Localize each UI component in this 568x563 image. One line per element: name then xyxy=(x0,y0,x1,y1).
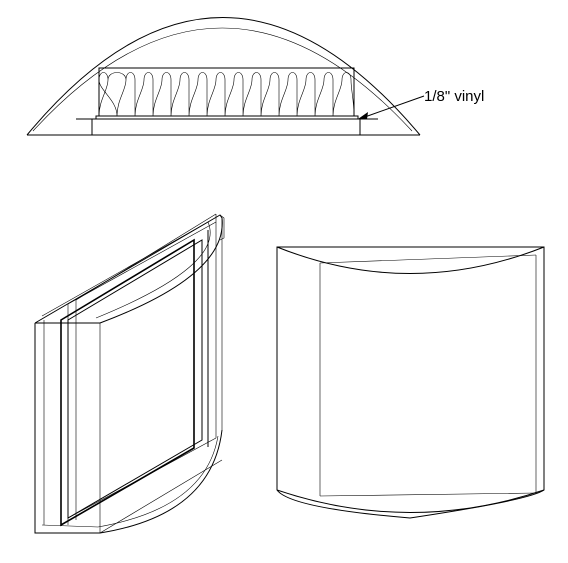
dome-outer-arc xyxy=(26,17,421,136)
perspective-top-curve xyxy=(276,246,545,274)
dome-inner-arc xyxy=(32,27,413,132)
section-view: 1/8" vinyl xyxy=(26,17,484,136)
base-plate xyxy=(91,118,361,136)
insulation-pattern xyxy=(98,72,355,117)
oblique-view xyxy=(34,213,225,534)
perspective-outer xyxy=(276,246,545,519)
perspective-view xyxy=(276,246,545,519)
oblique-frame-rail-top-b xyxy=(75,213,217,301)
vinyl-leader-line xyxy=(361,95,425,119)
oblique-frame-outer xyxy=(60,238,195,527)
oblique-bottom-curve-inner xyxy=(41,435,219,528)
oblique-frame-rail-bottom-b xyxy=(99,459,223,534)
oblique-bottom-curve xyxy=(35,429,223,534)
vinyl-label: 1/8" vinyl xyxy=(424,88,484,105)
oblique-frame-rail-bottom xyxy=(67,437,217,519)
vinyl-leader-arrowhead xyxy=(358,112,368,119)
oblique-frame-inner xyxy=(67,239,203,519)
perspective-bottom-curve xyxy=(276,489,545,513)
oblique-top-curve-inner xyxy=(41,221,211,319)
perspective-inner-bottom xyxy=(319,492,537,497)
oblique-right-tab xyxy=(219,214,225,241)
insulation-box xyxy=(98,67,355,117)
oblique-frame-rail-top xyxy=(67,221,217,305)
perspective-inner-top xyxy=(319,254,537,264)
